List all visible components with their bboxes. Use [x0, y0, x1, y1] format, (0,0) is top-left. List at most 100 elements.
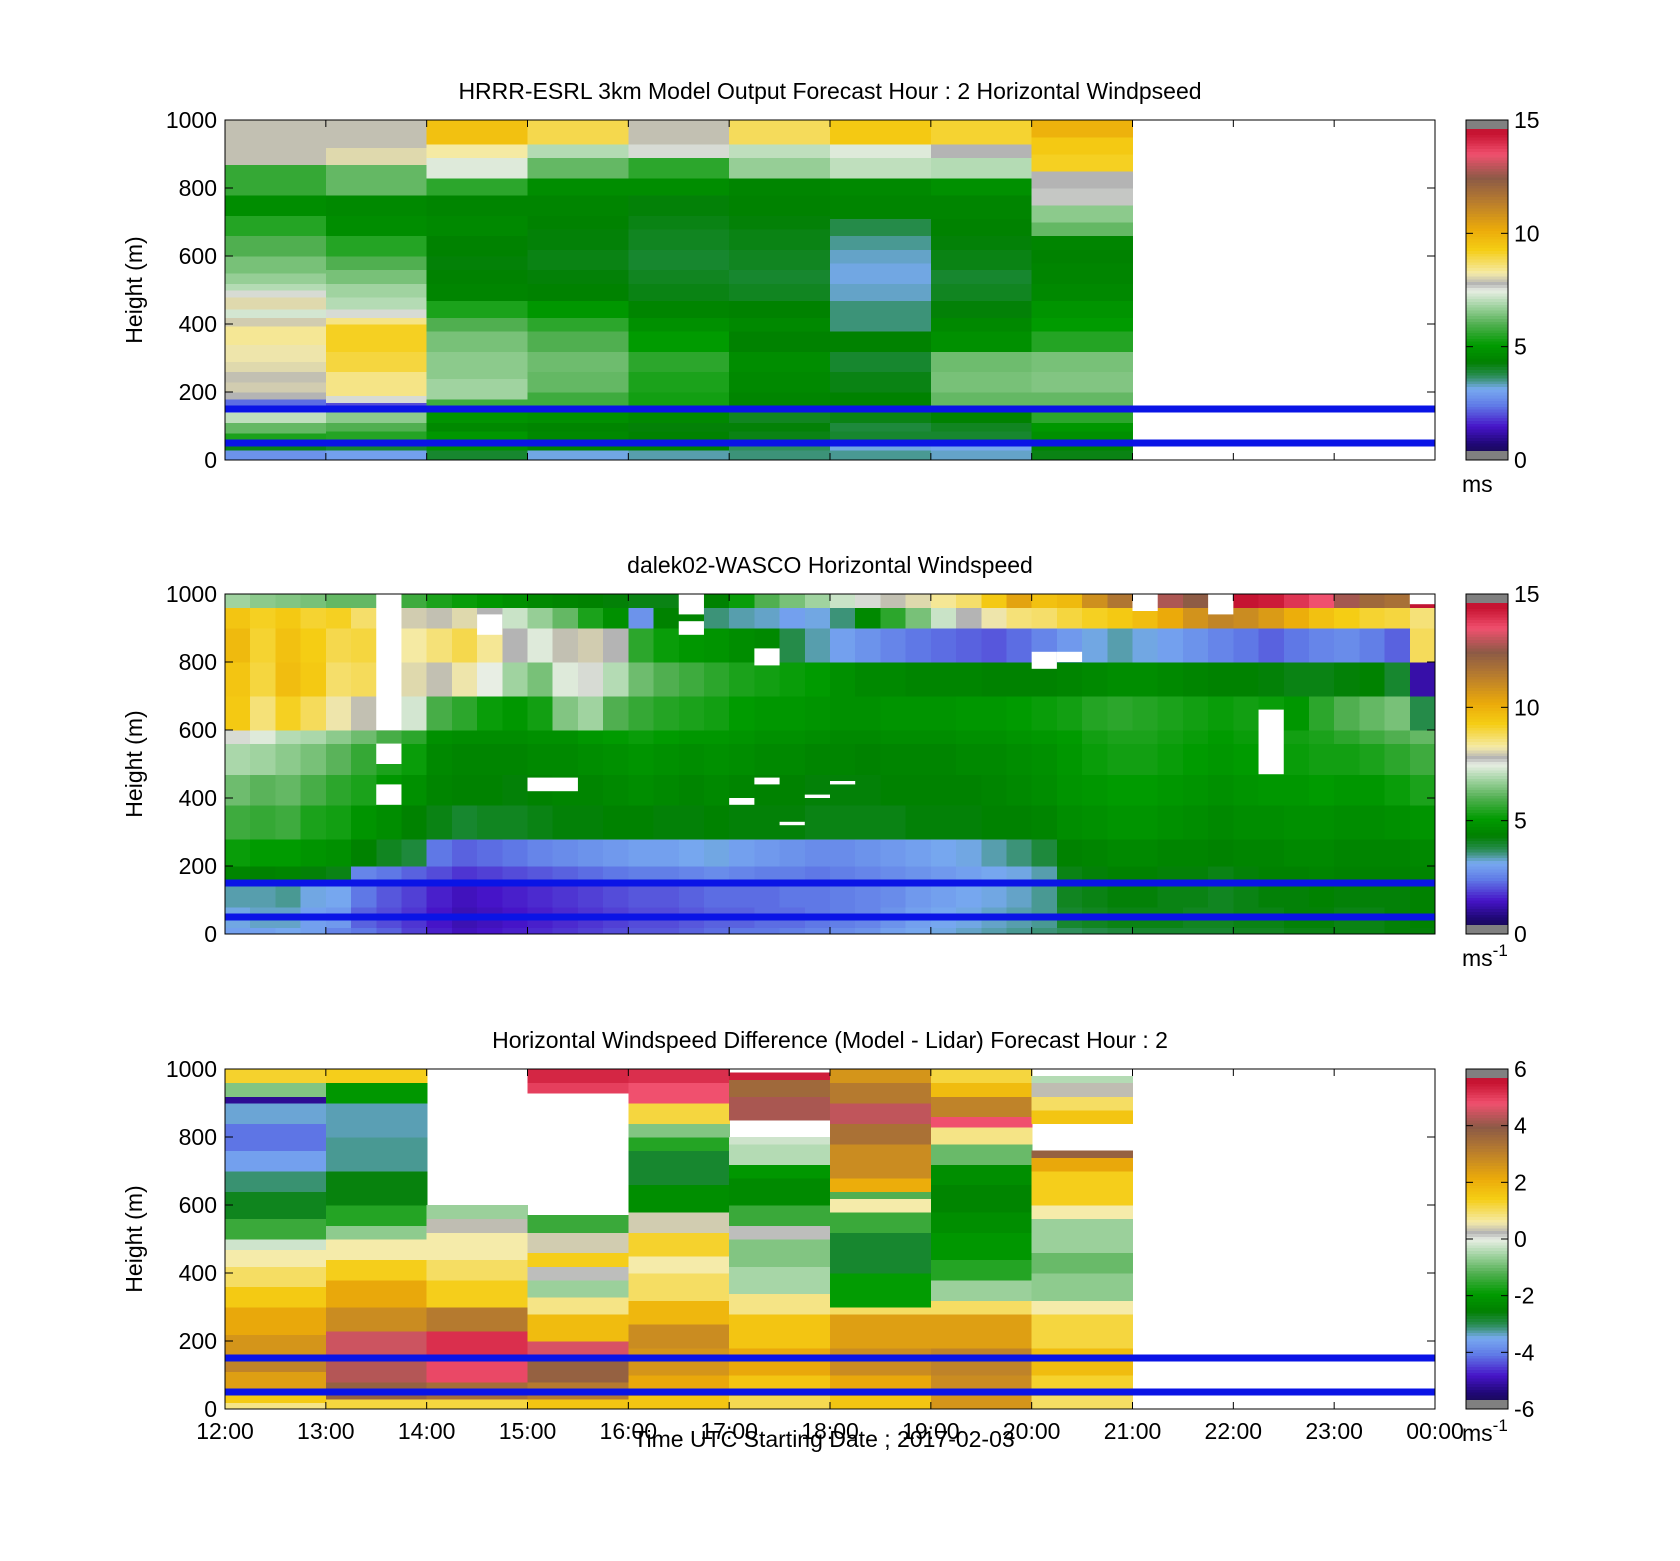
heatmap-cell: [830, 371, 932, 393]
heatmap-cell: [830, 1177, 932, 1192]
heatmap-cell: [703, 927, 730, 935]
heatmap-cell: [451, 804, 478, 840]
colorbar-segment: [1466, 676, 1508, 680]
colorbar-segment: [1466, 662, 1508, 666]
heatmap-cell: [628, 449, 730, 461]
x-tick-label: 00:00: [1406, 1418, 1464, 1444]
heatmap-cell: [426, 1218, 529, 1233]
heatmap-cell: [1283, 628, 1310, 663]
heatmap-cell: [628, 1232, 730, 1257]
heatmap-cell: [754, 662, 781, 697]
heatmap-cell: [678, 838, 705, 867]
heatmap-cell: [1208, 804, 1234, 840]
heatmap-cell: [930, 1300, 1033, 1315]
heatmap-cell: [527, 330, 629, 352]
colorbar-frame: [1465, 119, 1509, 461]
heatmap-cell: [1157, 628, 1184, 663]
colorbar-segment: [1466, 866, 1508, 870]
colorbar-segment: [1466, 224, 1508, 229]
heatmap-cell: [1334, 607, 1360, 629]
heatmap-cell: [1031, 449, 1134, 461]
colorbar-tick-label: 2: [1514, 1169, 1527, 1195]
heatmap-cell: [628, 1150, 730, 1186]
heatmap-cell: [1409, 838, 1436, 867]
colorbar-segment: [1466, 755, 1508, 759]
heatmap-cell: [1233, 594, 1260, 609]
heatmap-cell: [729, 1395, 831, 1410]
heatmap-cell: [325, 594, 352, 609]
y-tick-label: 400: [179, 311, 217, 337]
heatmap-cell: [1208, 866, 1234, 881]
colorbar-segment: [1466, 902, 1508, 907]
heatmap-cell: [1384, 628, 1411, 663]
heatmap-cell: [325, 743, 352, 775]
colorbar-segment: [1466, 795, 1508, 799]
heatmap-cell: [250, 607, 277, 629]
heatmap-cell: [880, 607, 907, 629]
heatmap-cell: [628, 743, 655, 775]
heatmap-cell: [502, 662, 529, 697]
colorbar-tick-label: 15: [1514, 581, 1540, 607]
heatmap-cell: [325, 730, 352, 745]
heatmap-cell: [451, 838, 478, 867]
heatmap-cell: [225, 927, 251, 935]
heatmap-cell: [830, 392, 932, 407]
heatmap-cell: [1031, 743, 1058, 775]
colorbar-segment: [1466, 1312, 1508, 1317]
heatmap-cell: [1283, 866, 1310, 881]
colorbar-segment: [1466, 1301, 1508, 1305]
heatmap-cell: [1082, 607, 1108, 629]
colorbar-segment: [1466, 1338, 1508, 1342]
colorbar-segment: [1466, 710, 1508, 714]
heatmap-cell: [880, 730, 907, 745]
colorbar-segment: [1466, 679, 1508, 683]
colorbar-segment: [1466, 389, 1508, 393]
heatmap-cell: [552, 927, 579, 935]
colorbar-segment: [1466, 1100, 1508, 1104]
heatmap-cell: [401, 730, 428, 745]
colorbar-segment: [1466, 1253, 1508, 1257]
heatmap-cell: [779, 730, 806, 745]
heatmap-cell: [956, 730, 982, 745]
colorbar-segment: [1466, 1117, 1508, 1121]
heatmap-cell: [729, 269, 831, 284]
heatmap-cell: [275, 927, 302, 935]
colorbar-segment: [1466, 366, 1508, 370]
heatmap-cell: [830, 1123, 932, 1145]
missing-data-block: [376, 743, 402, 764]
colorbar-segment: [1466, 628, 1508, 632]
colorbar-segment: [1466, 1298, 1508, 1302]
colorbar-segment: [1466, 1171, 1508, 1175]
colorbar-segment: [1466, 1207, 1508, 1212]
heatmap-cell: [225, 194, 327, 216]
heatmap-cell: [1258, 774, 1285, 806]
heatmap-cell: [956, 927, 982, 935]
colorbar-segment: [1466, 1125, 1508, 1130]
colorbar-segment: [1466, 917, 1508, 921]
heatmap-cell: [1157, 804, 1184, 840]
heatmap-cell: [376, 804, 403, 840]
colorbar-segment: [1466, 179, 1508, 183]
colorbar-segment: [1466, 809, 1508, 813]
heatmap-cell: [981, 866, 1008, 881]
heatmap-cell: [729, 607, 755, 629]
heatmap-cell: [577, 696, 604, 731]
heatmap-cell: [830, 1198, 932, 1213]
heatmap-cell: [880, 804, 907, 840]
heatmap-cell: [1409, 927, 1436, 935]
colorbar-segment: [1466, 1103, 1508, 1107]
heatmap-cell: [930, 1143, 1033, 1165]
heatmap-cell: [325, 308, 428, 318]
heatmap-cell: [451, 927, 478, 935]
colorbar-segment: [1466, 1386, 1508, 1390]
heatmap-cell: [225, 1371, 327, 1390]
colorbar-segment: [1466, 1392, 1508, 1396]
heatmap-cell: [225, 1249, 327, 1267]
colorbar-segment: [1466, 659, 1508, 663]
heatmap-cell: [1031, 235, 1134, 250]
heatmap-cell: [1031, 1313, 1134, 1349]
heatmap-cell: [426, 215, 529, 237]
heatmap-cell: [930, 194, 1033, 220]
heatmap-cell: [426, 194, 529, 216]
heatmap-cell: [527, 228, 629, 250]
